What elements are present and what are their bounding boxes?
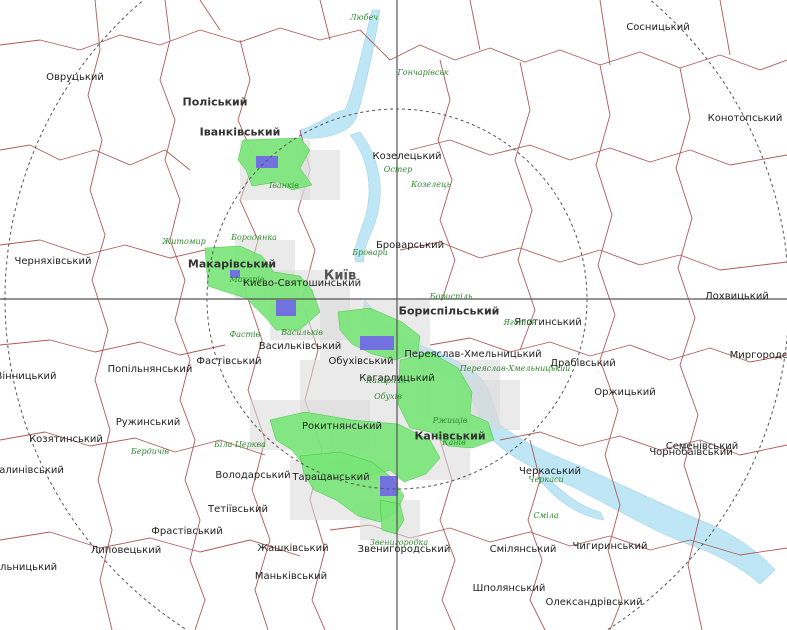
admin-boundary-22	[527, 439, 546, 630]
radar-green-echo-4	[397, 351, 495, 449]
admin-boundary-1	[0, 27, 361, 51]
radar-echo-layer	[204, 137, 520, 540]
admin-boundary-20	[675, 67, 703, 630]
admin-boundary-9	[237, 39, 271, 630]
admin-boundary-19	[595, 64, 623, 630]
radar-light-echo-2	[300, 150, 340, 200]
radar-heavy-echo-2	[276, 300, 296, 316]
admin-boundary-23	[199, 0, 221, 31]
radar-green-echo-2	[204, 245, 321, 331]
water-body-4	[537, 469, 605, 521]
admin-boundary-26	[599, 0, 611, 66]
admin-boundary-17	[437, 59, 456, 301]
admin-boundary-4	[0, 339, 226, 356]
radar-heavy-echo-1	[256, 156, 278, 168]
admin-boundary-7	[159, 0, 206, 630]
admin-boundary-6	[0, 531, 301, 557]
admin-boundary-15	[499, 431, 787, 456]
admin-boundary-8	[87, 0, 113, 630]
admin-boundary-18	[514, 61, 536, 351]
admin-boundary-13	[399, 241, 787, 271]
water-body-1	[299, 9, 381, 139]
radar-heavy-echo-4	[380, 476, 398, 496]
radar-heavy-echo-5	[230, 270, 240, 278]
admin-boundary-24	[319, 0, 331, 41]
admin-boundary-2	[0, 144, 191, 171]
admin-boundary-25	[469, 0, 481, 51]
admin-boundary-14	[429, 337, 787, 363]
admin-boundary-11	[359, 29, 787, 71]
radar-heavy-echo-3	[360, 336, 394, 350]
admin-boundary-5	[0, 431, 266, 456]
admin-boundary-27	[719, 0, 731, 56]
admin-boundary-12	[409, 139, 787, 166]
radar-green-echo-3	[337, 307, 421, 361]
water-body-2	[349, 131, 381, 263]
